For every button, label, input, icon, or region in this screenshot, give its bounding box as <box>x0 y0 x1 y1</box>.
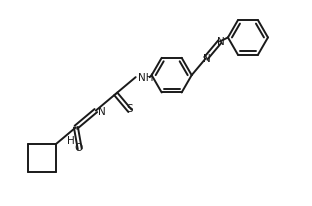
Text: H: H <box>67 136 75 146</box>
Text: S: S <box>127 104 133 114</box>
Text: N: N <box>203 54 211 64</box>
Text: O: O <box>75 143 83 153</box>
Text: NH: NH <box>138 73 153 83</box>
Text: N: N <box>217 37 225 47</box>
Text: N: N <box>98 107 105 117</box>
